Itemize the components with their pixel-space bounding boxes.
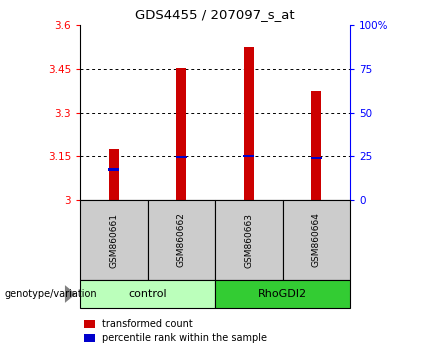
Text: control: control xyxy=(128,289,167,299)
Bar xyxy=(176,156,187,158)
Bar xyxy=(311,157,322,159)
Bar xyxy=(311,91,321,200)
Text: GDS4455 / 207097_s_at: GDS4455 / 207097_s_at xyxy=(135,8,295,21)
Bar xyxy=(244,47,254,200)
Bar xyxy=(109,149,119,200)
Text: GSM860664: GSM860664 xyxy=(312,212,321,267)
Bar xyxy=(108,168,119,171)
Text: GSM860661: GSM860661 xyxy=(109,212,118,268)
Text: genotype/variation: genotype/variation xyxy=(4,289,97,299)
Polygon shape xyxy=(65,285,76,303)
Bar xyxy=(176,68,186,200)
Text: RhoGDI2: RhoGDI2 xyxy=(258,289,307,299)
Bar xyxy=(243,154,254,157)
Text: GSM860663: GSM860663 xyxy=(244,212,253,268)
Text: transformed count: transformed count xyxy=(101,319,192,329)
Text: percentile rank within the sample: percentile rank within the sample xyxy=(101,333,267,343)
Text: GSM860662: GSM860662 xyxy=(177,212,186,267)
